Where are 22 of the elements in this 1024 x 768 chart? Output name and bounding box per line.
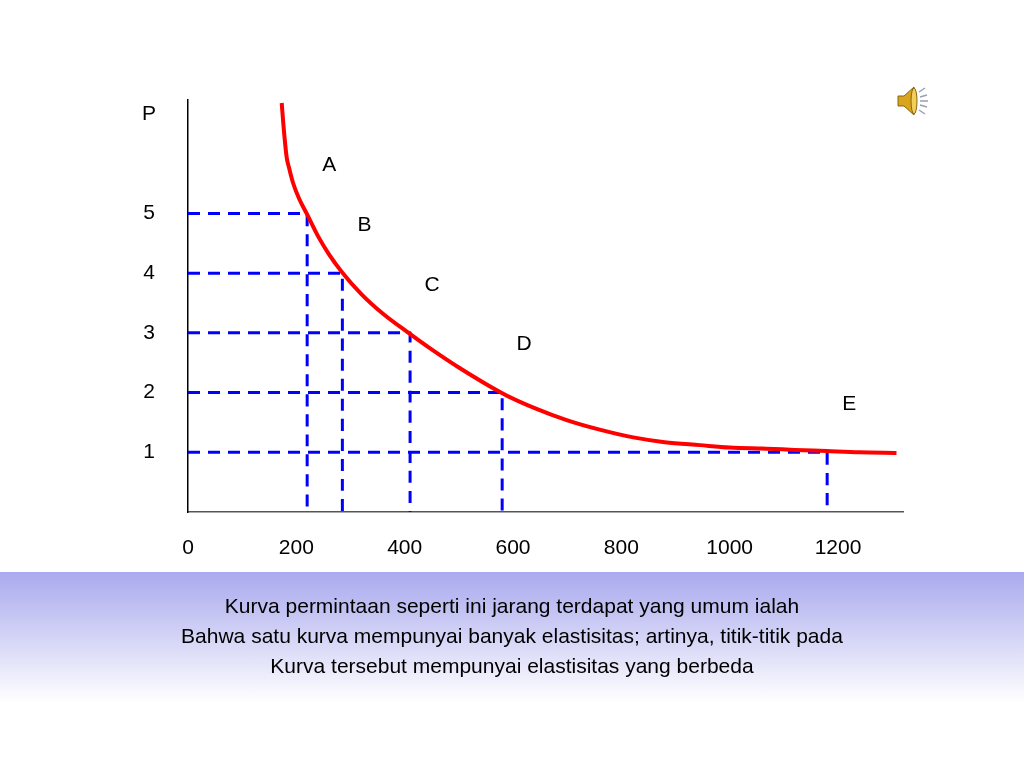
annotation: B <box>357 211 372 235</box>
x-tick-label: 400 <box>387 535 423 559</box>
x-tick-label: 1000 <box>706 535 754 559</box>
text: Kurva permintaan seperti ini jarang terdapat yang umum ialah <box>223 593 801 619</box>
line-series <box>279 100 899 455</box>
y-tick-label: 3 <box>143 319 155 343</box>
y-tick-label: 4 <box>143 259 156 283</box>
x-tick-label: 600 <box>495 535 531 559</box>
annotation: A <box>322 152 337 176</box>
annotation: E <box>842 391 857 415</box>
text: Bahwa satu kurva mempunyai banyak elastisitas; artinya, titik-titik pada <box>180 623 844 649</box>
x-tick-label: 1200 <box>814 535 862 559</box>
y-axis-title: P <box>141 100 157 124</box>
annotation: D <box>516 331 532 355</box>
x-tick-label: 800 <box>603 535 639 559</box>
y-tick-label: 2 <box>143 379 155 403</box>
y-tick-label: 1 <box>143 439 155 463</box>
x-tick-label: 200 <box>278 535 314 559</box>
text: Kurva tersebut mempunyai elastisitas yang berbeda <box>269 653 755 679</box>
annotation: C <box>424 271 440 295</box>
y-tick-label: 5 <box>143 200 155 224</box>
x-tick-label: 0 <box>182 535 194 559</box>
